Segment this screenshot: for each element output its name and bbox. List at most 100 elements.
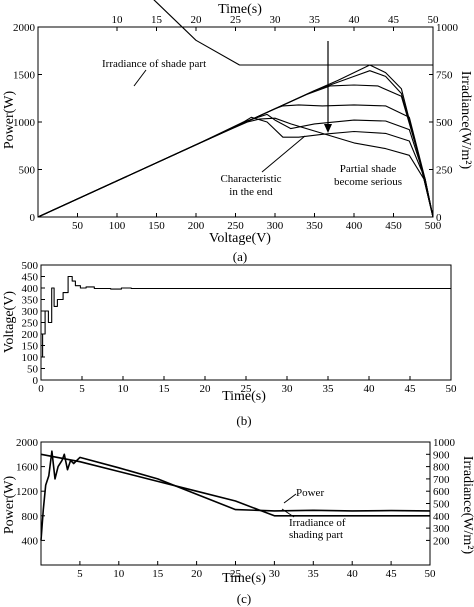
panel-b-x-tick-label: 5 — [79, 383, 85, 395]
panel-c-x-tick-label: 40 — [347, 568, 359, 580]
panel-b-y-tick-label: 100 — [22, 352, 39, 364]
panel-c-y-tick-label: 800 — [22, 511, 39, 523]
panel-a-top-tick-label: 15 — [151, 14, 163, 26]
panel-a-irradiance-line — [153, 0, 433, 66]
panel-b-x-tick-label: 40 — [364, 383, 376, 395]
panel-b-y-tick-label: 150 — [22, 341, 39, 353]
panel-b-y-tick-label: 200 — [22, 329, 39, 341]
panel-a-top-tick-label: 50 — [428, 14, 440, 26]
panel-a-top-tick-label: 45 — [388, 14, 400, 26]
panel-b-x-tick-label: 10 — [118, 383, 130, 395]
panel-b-x-tick-label: 45 — [405, 383, 417, 395]
panel-a: Time(s) Power(W) Irradiance(W/m²) Voltag… — [2, 0, 473, 264]
panel-a-x-tick-label: 400 — [346, 220, 363, 232]
panel-a-annotation-partial-shade-line2: become serious — [334, 176, 402, 188]
panel-a-partial-shade-arrowhead — [324, 124, 332, 133]
panel-b-y-tick-label: 50 — [27, 364, 39, 376]
panel-a-x-axis-label: Voltage(V) — [209, 231, 271, 246]
panel-a-y-tick-label: 2000 — [13, 22, 36, 34]
panel-c-right-tick-label: 700 — [433, 474, 450, 486]
panel-a-right-tick-label: 0 — [436, 212, 442, 224]
panel-a-annotation-partial-shade-line1: Partial shade — [340, 163, 397, 175]
panel-c-x-tick-label: 35 — [308, 568, 320, 580]
panel-a-right-tick-label: 250 — [436, 165, 453, 177]
panel-c-irradiance-line — [40, 453, 430, 517]
panel-a-x-tick-label: 150 — [148, 220, 165, 232]
panel-a-y-tick-label: 500 — [19, 165, 36, 177]
panel-c-right-tick-label: 600 — [433, 486, 450, 498]
panel-a-x-tick-label: 300 — [267, 220, 284, 232]
panel-b-x-axis-label: Time(s) — [222, 389, 266, 404]
panel-c-right-tick-label: 400 — [433, 511, 450, 523]
panel-b-y-tick-label: 250 — [22, 318, 39, 330]
panel-a-annotation-characteristic-line1: Characteristic — [220, 173, 281, 185]
panel-b: Voltage(V) Time(s) (b) 0 5 10 15 20 25 30 35 40 4… — [2, 260, 457, 428]
panel-c-caption: (c) — [237, 591, 251, 606]
panel-a-right-tick-label: 500 — [436, 117, 453, 129]
panel-c-annotation-irradiance-line1: Irradiance of — [289, 517, 346, 529]
panel-b-y-tick-label: 500 — [22, 260, 39, 272]
panel-c-right-tick-label: 300 — [433, 523, 450, 535]
panel-b-x-tick-label: 50 — [446, 383, 458, 395]
panel-b-series-1-line — [41, 275, 451, 358]
panel-a-x-tick-label: 200 — [188, 220, 205, 232]
panel-c-y-tick-label: 1600 — [16, 462, 39, 474]
panel-c-annotation-irradiance-line2: shading part — [289, 529, 343, 541]
panel-c-x-tick-label: 5 — [77, 568, 83, 580]
panel-c-y-tick-label: 2000 — [16, 437, 39, 449]
panel-a-y-axis-label: Power(W) — [2, 91, 17, 150]
panel-a-series-7-line — [37, 117, 434, 218]
panel-a-x-tick-label: 450 — [385, 220, 402, 232]
panel-b-y-tick-label: 450 — [22, 272, 39, 284]
panel-a-y-tick-label: 0 — [30, 212, 36, 224]
panel-c-plot-frame — [40, 441, 431, 566]
panel-c-y-tick-label: 1200 — [16, 486, 39, 498]
panel-b-x-tick-label: 20 — [200, 383, 212, 395]
panel-c-y-axis-label: Power(W) — [2, 476, 17, 535]
panel-b-y-tick-label: 400 — [22, 283, 39, 295]
panel-a-top-tick-label: 30 — [270, 14, 282, 26]
panel-c-right-tick-label: 800 — [433, 462, 450, 474]
panel-b-plot-frame — [40, 264, 452, 381]
panel-a-right-tick-label: 1000 — [436, 22, 459, 34]
panel-a-right-axis-label: Irradiance(W/m²) — [458, 71, 473, 170]
panel-c-x-tick-label: 25 — [230, 568, 242, 580]
panel-c-annotation-power: Power — [296, 487, 324, 499]
panel-c-right-tick-label: 200 — [433, 535, 450, 547]
panel-c-right-axis-label: Irradiance(W/m²) — [460, 456, 474, 555]
panel-a-y-tick-label: 1000 — [13, 117, 36, 129]
panel-b-caption: (b) — [236, 413, 251, 428]
panel-a-series-4-line — [37, 104, 434, 218]
panel-a-x-tick-label: 500 — [425, 220, 442, 232]
panel-b-x-tick-label: 0 — [38, 383, 44, 395]
panel-a-top-tick-label: 25 — [230, 14, 242, 26]
panel-a-x-tick-label: 100 — [109, 220, 126, 232]
panel-c-x-axis-label: Time(s) — [222, 571, 266, 586]
panel-c-right-tick-label: 500 — [433, 499, 450, 511]
panel-a-top-tick-label: 10 — [112, 14, 124, 26]
panel-b-y-axis-label: Voltage(V) — [2, 291, 17, 353]
panel-b-x-tick-label: 25 — [241, 383, 253, 395]
panel-a-top-tick-label: 20 — [191, 14, 203, 26]
panel-a-characteristic-pointer — [261, 135, 306, 173]
panel-a-x-tick-label: 250 — [227, 220, 244, 232]
panel-a-irradiance-pointer — [133, 69, 147, 87]
panel-a-top-axis-label: Time(s) — [218, 2, 262, 17]
panel-b-x-tick-label: 35 — [323, 383, 335, 395]
panel-c-right-tick-label: 900 — [433, 449, 450, 461]
panel-a-annotation-characteristic-line2: in the end — [229, 186, 273, 198]
panel-a-y-tick-label: 1500 — [13, 70, 36, 82]
panel-c-x-tick-label: 10 — [113, 568, 125, 580]
panel-c-x-tick-label: 15 — [152, 568, 164, 580]
panel-c-power-pointer — [283, 493, 297, 504]
panel-b-y-tick-label: 0 — [33, 375, 39, 387]
panel-a-x-tick-label: 50 — [72, 220, 84, 232]
panel-a-top-tick-label: 35 — [309, 14, 321, 26]
panel-b-x-tick-label: 30 — [282, 383, 294, 395]
panel-c-x-tick-label: 50 — [425, 568, 437, 580]
panel-a-annotation-irradiance: Irradiance of shade part — [102, 58, 206, 70]
panel-c-right-tick-label: 1000 — [433, 437, 456, 449]
panel-c-x-tick-label: 45 — [386, 568, 398, 580]
panel-c-x-tick-label: 30 — [269, 568, 281, 580]
